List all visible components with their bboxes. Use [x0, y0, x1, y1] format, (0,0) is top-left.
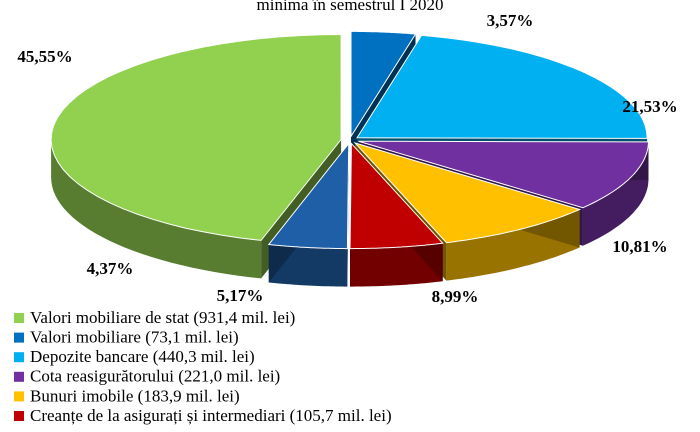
legend-label: Bunuri imobile (183,9 mil. lei)	[30, 386, 240, 405]
slice	[358, 140, 650, 209]
data-label: 21,53%	[622, 97, 677, 116]
chart-title: minima în semestrul I 2020	[257, 0, 444, 14]
data-label: 3,57%	[487, 11, 534, 30]
legend-swatch	[14, 411, 24, 421]
slice	[353, 141, 582, 244]
legend-label: Depozite bancare (440,3 mil. lei)	[30, 347, 255, 366]
legend-label: Valori mobiliare de stat (931,4 mil. lei…	[30, 308, 295, 327]
data-label: 4,37%	[87, 259, 134, 278]
slice-side	[582, 141, 649, 246]
legend-swatch	[14, 371, 24, 382]
legend-label: Creanțe de la asigurați și intermediari …	[30, 406, 392, 425]
slice	[356, 34, 648, 139]
slice-side	[51, 139, 262, 279]
legend-swatch	[14, 332, 24, 343]
legend-label: Cota reasigurătorului (221,0 mil. lei)	[30, 367, 280, 386]
legend-swatch	[14, 352, 24, 363]
slice	[350, 30, 417, 139]
slice	[50, 33, 342, 241]
legend-swatch	[14, 313, 24, 323]
data-label: 10,81%	[612, 237, 667, 256]
slice-tops	[50, 30, 650, 250]
slice	[267, 142, 350, 250]
data-label: 45,55%	[17, 47, 72, 66]
legend-swatch	[14, 391, 24, 402]
data-label: 5,17%	[217, 286, 264, 305]
legend-label: Valori mobiliare (73,1 mil. lei)	[30, 328, 239, 347]
data-label: 8,99%	[432, 287, 479, 306]
slice	[349, 142, 444, 250]
